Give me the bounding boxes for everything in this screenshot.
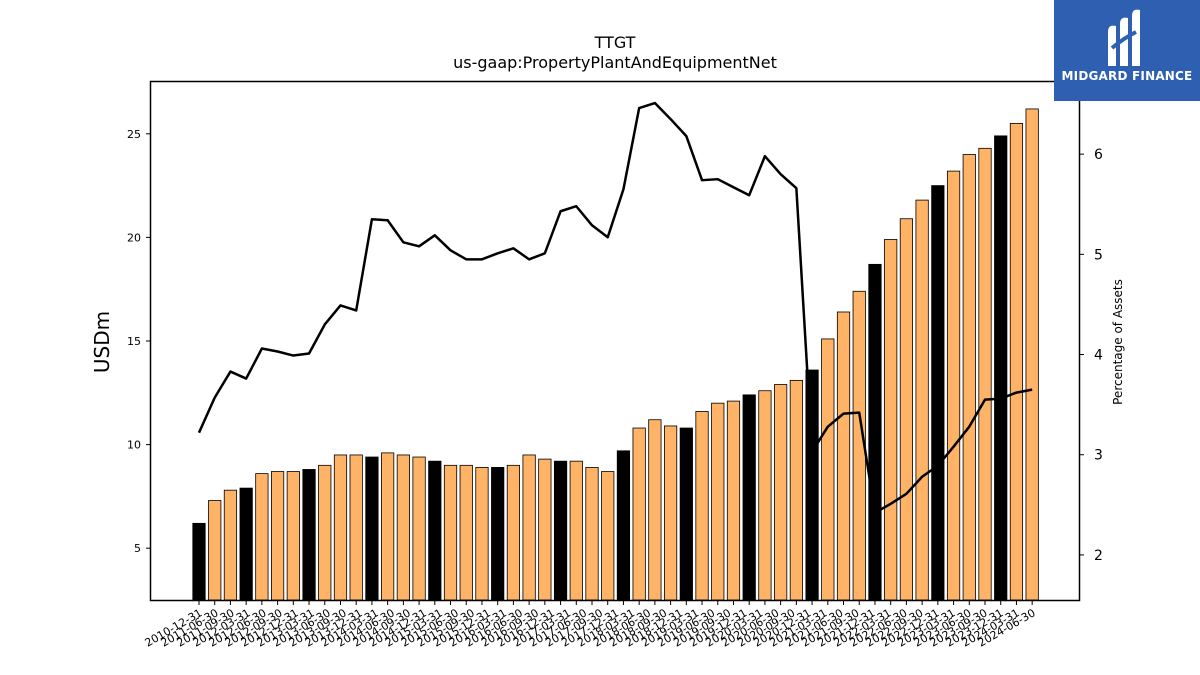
bar <box>679 427 693 601</box>
bar <box>884 239 898 601</box>
bar <box>616 450 631 601</box>
bar <box>711 402 725 601</box>
bar <box>491 466 505 601</box>
x-axis-ticks: 2010-12-312011-06-302011-09-302012-03-31… <box>143 600 1038 650</box>
bar <box>978 147 992 601</box>
bar <box>475 466 489 601</box>
bar <box>239 487 253 601</box>
bar <box>994 135 1008 601</box>
bar <box>270 471 285 601</box>
bar <box>349 454 363 601</box>
bar <box>805 369 819 601</box>
y2-tick-label: 5 <box>1094 247 1103 263</box>
bar <box>915 199 929 601</box>
bar <box>506 464 521 601</box>
y-tick-label: 5 <box>134 542 141 555</box>
bar <box>381 452 395 601</box>
plot-frame <box>149 80 1081 602</box>
bar <box>459 464 473 601</box>
bar <box>648 419 662 601</box>
y2-tick-label: 3 <box>1094 448 1103 464</box>
bar <box>192 522 206 601</box>
bar-series <box>192 108 1039 601</box>
bar <box>302 469 316 601</box>
y-tick-label: 25 <box>127 128 141 141</box>
bar <box>962 154 976 601</box>
bar <box>553 460 568 601</box>
bar <box>774 384 788 601</box>
y2-axis-label: Percentage of Assets <box>1111 279 1125 405</box>
bar <box>821 338 835 601</box>
bar <box>836 311 851 601</box>
bar <box>396 454 410 601</box>
bar <box>318 464 332 601</box>
bar <box>695 411 709 601</box>
chart-subtitle: us-gaap:PropertyPlantAndEquipmentNet <box>453 53 777 72</box>
bar <box>664 425 678 601</box>
brand-logo: MIDGARD FINANCE <box>1054 0 1200 101</box>
bar <box>255 473 269 601</box>
y2-tick-label: 4 <box>1094 348 1103 364</box>
bar <box>522 454 536 601</box>
bar <box>601 471 615 601</box>
y2-tick-label: 2 <box>1094 548 1103 564</box>
bar <box>286 471 300 601</box>
y2-tick-label: 6 <box>1094 147 1103 163</box>
midgard-logo-icon <box>1108 9 1140 67</box>
y-axis-ticks: 5 10 15 20 25 <box>127 128 151 555</box>
chart-title: TTGT <box>594 33 636 52</box>
bar <box>333 454 348 601</box>
bar <box>538 458 552 601</box>
percent-assets-line <box>197 101 1033 515</box>
bar <box>428 460 442 601</box>
bar <box>569 460 583 601</box>
bar <box>946 170 961 601</box>
bar <box>726 400 741 601</box>
bar <box>789 379 803 601</box>
bar <box>1009 123 1024 601</box>
bar <box>1025 108 1039 601</box>
y-tick-label: 20 <box>127 231 141 244</box>
bar <box>868 263 882 601</box>
y-tick-label: 15 <box>127 335 141 348</box>
bar <box>208 500 222 601</box>
brand-name: MIDGARD FINANCE <box>1061 69 1193 83</box>
bar <box>632 427 646 601</box>
y-axis-label: USDm <box>90 311 114 373</box>
y2-axis-ticks: 2 3 4 5 6 <box>1079 147 1103 564</box>
bar <box>758 390 772 601</box>
bar <box>585 466 599 601</box>
bar <box>365 456 379 601</box>
bar <box>412 456 426 601</box>
y-tick-label: 10 <box>127 439 141 452</box>
bar <box>443 464 458 601</box>
bar <box>899 218 914 601</box>
bar <box>931 185 945 601</box>
bar <box>223 489 238 601</box>
line-series <box>197 101 1033 515</box>
bar <box>742 394 756 601</box>
